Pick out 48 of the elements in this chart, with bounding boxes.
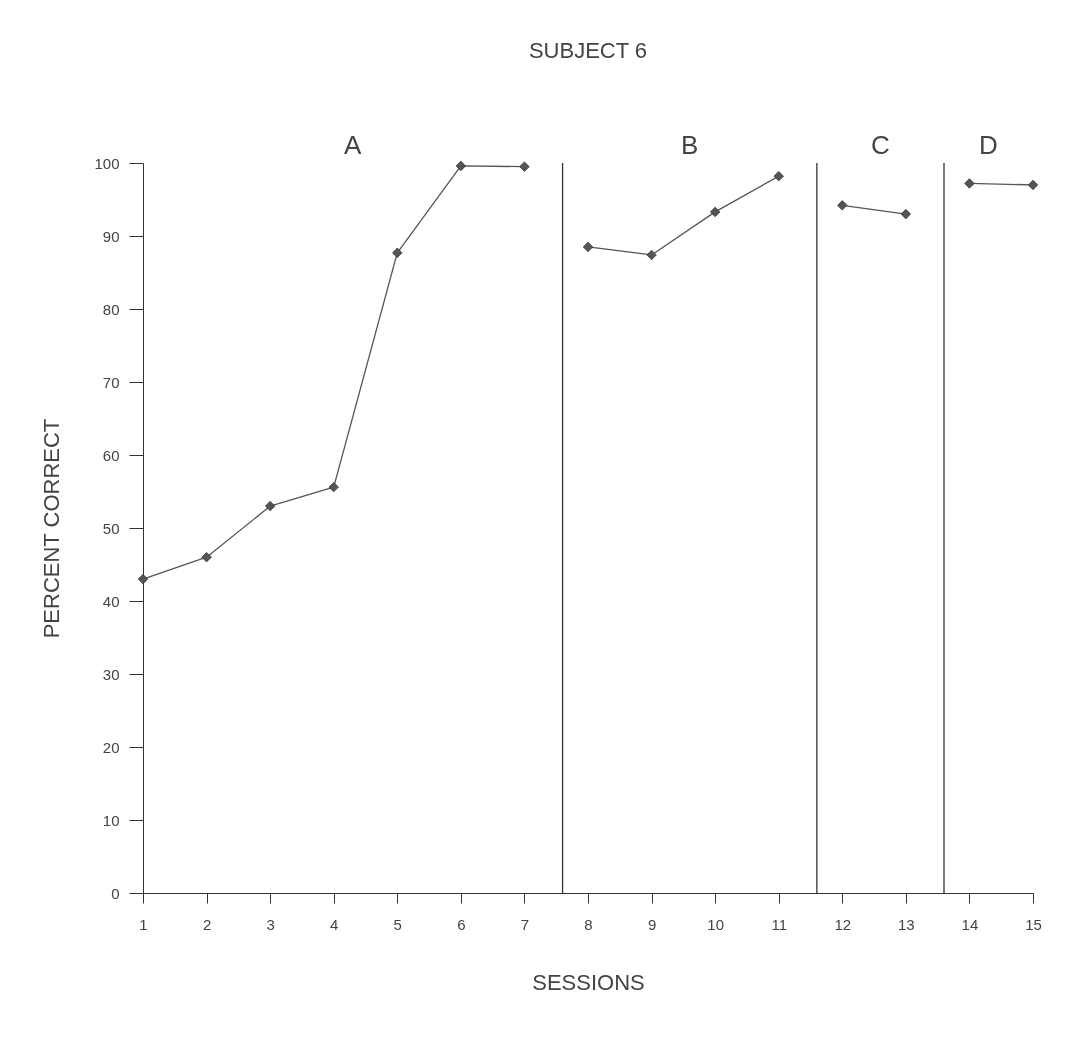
x-tick-label: 10 <box>707 915 724 933</box>
point <box>964 178 975 189</box>
y-tick-label: 90 <box>102 227 120 245</box>
x-tick-label: 5 <box>393 915 402 933</box>
point <box>455 160 466 172</box>
point <box>710 206 721 218</box>
x-tick-label: 3 <box>266 915 275 933</box>
point <box>519 161 530 172</box>
point <box>392 247 403 258</box>
x-axis-title: SESSIONS <box>532 969 645 995</box>
y-tick-label: 40 <box>102 592 120 610</box>
x-tick-label: 9 <box>647 915 657 933</box>
text: C <box>871 130 890 160</box>
point <box>328 481 339 493</box>
x-tick-label: 7 <box>520 915 530 933</box>
x-tick-label: 1 <box>139 915 148 933</box>
point <box>265 500 276 512</box>
y-tick-label: 30 <box>102 665 120 683</box>
text: B <box>681 130 699 160</box>
point <box>900 208 911 220</box>
point <box>582 241 594 253</box>
y-tick-label: 100 <box>94 154 120 172</box>
y-tick-label: 70 <box>102 373 120 391</box>
x-tick-label: 4 <box>330 915 339 933</box>
point <box>137 573 149 585</box>
text: A <box>344 130 363 160</box>
x-tick-label: 13 <box>898 915 915 933</box>
text: D <box>979 130 998 160</box>
x-tick-label: 12 <box>834 915 852 933</box>
x-tick-label: 8 <box>584 915 593 933</box>
chart-title: SUBJECT 6 <box>528 38 648 63</box>
y-tick-label: 50 <box>102 519 120 537</box>
point <box>837 200 848 211</box>
y-tick-label: 20 <box>102 738 120 756</box>
point <box>1027 179 1039 191</box>
y-tick-label: 60 <box>102 446 120 464</box>
point <box>773 171 784 182</box>
x-tick-label: 11 <box>771 915 787 933</box>
x-tick-label: 2 <box>202 915 212 933</box>
x-tick-label: 14 <box>961 915 979 933</box>
y-tick-label: 0 <box>111 884 120 902</box>
point <box>646 249 657 261</box>
y-axis-title: PERCENT CORRECT <box>39 418 65 639</box>
y-tick-label: 80 <box>102 300 120 318</box>
y-tick-label: 10 <box>102 811 120 829</box>
x-tick-label: 6 <box>457 915 466 933</box>
point <box>201 552 212 563</box>
x-tick-label: 15 <box>1025 915 1042 933</box>
